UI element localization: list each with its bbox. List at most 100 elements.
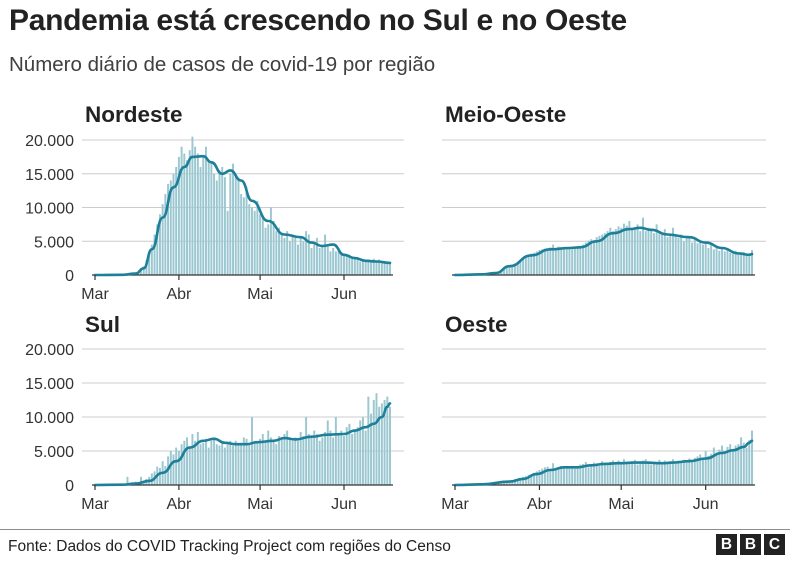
daily-cases-bar: [248, 444, 251, 485]
daily-cases-bar: [737, 444, 740, 485]
daily-cases-bar: [321, 244, 324, 275]
daily-cases-bar: [560, 247, 563, 275]
daily-cases-bar: [535, 471, 538, 485]
daily-cases-bar: [579, 245, 582, 275]
daily-cases-bar: [693, 239, 696, 275]
daily-cases-bar: [535, 251, 538, 275]
daily-cases-bar: [503, 482, 506, 485]
daily-cases-bar: [721, 248, 724, 275]
daily-cases-bar: [375, 393, 378, 485]
seven-day-average-line: [453, 439, 754, 487]
daily-cases-bar: [180, 444, 183, 485]
daily-cases-bar: [186, 437, 188, 485]
daily-cases-bar: [229, 173, 232, 275]
daily-cases-bar: [307, 234, 310, 275]
x-tick-label: Jun: [331, 286, 357, 303]
daily-cases-bar: [554, 468, 557, 485]
daily-cases-bar: [582, 244, 585, 275]
daily-cases-bar: [191, 136, 194, 275]
bbc-logo-letter: B: [716, 534, 737, 555]
daily-cases-bar: [631, 461, 634, 485]
daily-cases-bar: [370, 260, 373, 275]
seven-day-average-line: [93, 402, 392, 487]
daily-cases-bar: [169, 180, 172, 275]
daily-cases-bar: [590, 239, 593, 275]
daily-cases-bar: [232, 163, 235, 275]
daily-cases-bar: [677, 460, 680, 485]
daily-cases-bar: [207, 160, 210, 275]
daily-cases-bar: [549, 468, 552, 485]
daily-cases-bar: [356, 427, 359, 485]
daily-cases-bar: [552, 463, 555, 485]
y-tick-label: 15.000: [25, 167, 74, 184]
daily-cases-bar: [734, 250, 737, 275]
daily-cases-bar: [305, 231, 308, 275]
daily-cases-bar: [353, 430, 356, 485]
x-tick-label: Mai: [247, 496, 273, 513]
daily-cases-bar: [666, 237, 669, 275]
daily-cases-bar: [740, 253, 743, 275]
daily-cases-bar: [688, 237, 691, 275]
daily-cases-bar: [156, 224, 159, 275]
daily-cases-bar: [642, 217, 644, 275]
daily-cases-bar: [245, 187, 248, 275]
daily-cases-bar: [677, 237, 680, 275]
daily-cases-bar: [601, 461, 604, 485]
daily-cases-bar: [710, 453, 713, 485]
daily-cases-bar: [326, 420, 329, 485]
daily-cases-bar: [524, 256, 527, 275]
daily-cases-bar: [742, 252, 745, 275]
daily-cases-bar: [573, 468, 576, 485]
daily-cases-bar: [297, 440, 299, 485]
daily-cases-bar: [606, 464, 609, 485]
daily-cases-bar: [661, 464, 664, 485]
daily-cases-bar: [332, 437, 335, 485]
daily-cases-bar: [701, 457, 704, 485]
y-tick-label: 10.000: [25, 410, 74, 427]
daily-cases-bar: [348, 423, 351, 485]
daily-cases-bar: [389, 262, 391, 275]
daily-cases-bar: [751, 250, 753, 275]
daily-cases-bar: [337, 434, 340, 485]
daily-cases-bar: [386, 262, 389, 275]
daily-cases-bar: [226, 444, 229, 485]
daily-cases-bar: [213, 173, 216, 275]
x-tick-label: Abr: [166, 496, 192, 513]
y-tick-label: 0: [65, 268, 74, 285]
daily-cases-bar: [380, 262, 383, 275]
daily-cases-bar: [278, 436, 281, 485]
daily-cases-bar: [367, 396, 370, 485]
daily-cases-bar: [538, 250, 541, 275]
x-tick-label: Mai: [608, 496, 634, 513]
daily-cases-bar: [188, 150, 191, 275]
daily-cases-bar: [332, 248, 335, 275]
daily-cases-bar: [348, 254, 351, 275]
daily-cases-bar: [291, 234, 294, 275]
daily-cases-bar: [704, 451, 707, 485]
daily-cases-bar: [723, 452, 726, 485]
daily-cases-bar: [680, 461, 683, 485]
daily-cases-bar: [563, 248, 565, 275]
daily-cases-bar: [199, 167, 202, 275]
daily-cases-bar: [280, 234, 283, 275]
daily-cases-bar: [175, 447, 178, 485]
daily-cases-bar: [513, 263, 516, 275]
daily-cases-bar: [543, 467, 546, 485]
daily-cases-bar: [691, 242, 694, 275]
daily-cases-bar: [221, 167, 224, 275]
daily-cases-bar: [351, 434, 354, 485]
daily-cases-bar: [204, 438, 207, 485]
daily-cases-bar: [625, 225, 628, 275]
daily-cases-bar: [188, 447, 191, 485]
daily-cases-bar: [527, 474, 530, 485]
daily-cases-bar: [639, 461, 642, 485]
daily-cases-bar: [186, 160, 188, 275]
daily-cases-bar: [579, 464, 582, 485]
daily-cases-bar: [210, 440, 213, 485]
daily-cases-bar: [351, 258, 354, 275]
daily-cases-bar: [576, 466, 579, 485]
daily-cases-bar: [707, 248, 710, 275]
daily-cases-bar: [288, 241, 291, 275]
daily-cases-bar: [620, 227, 623, 275]
daily-cases-bar: [340, 254, 343, 275]
